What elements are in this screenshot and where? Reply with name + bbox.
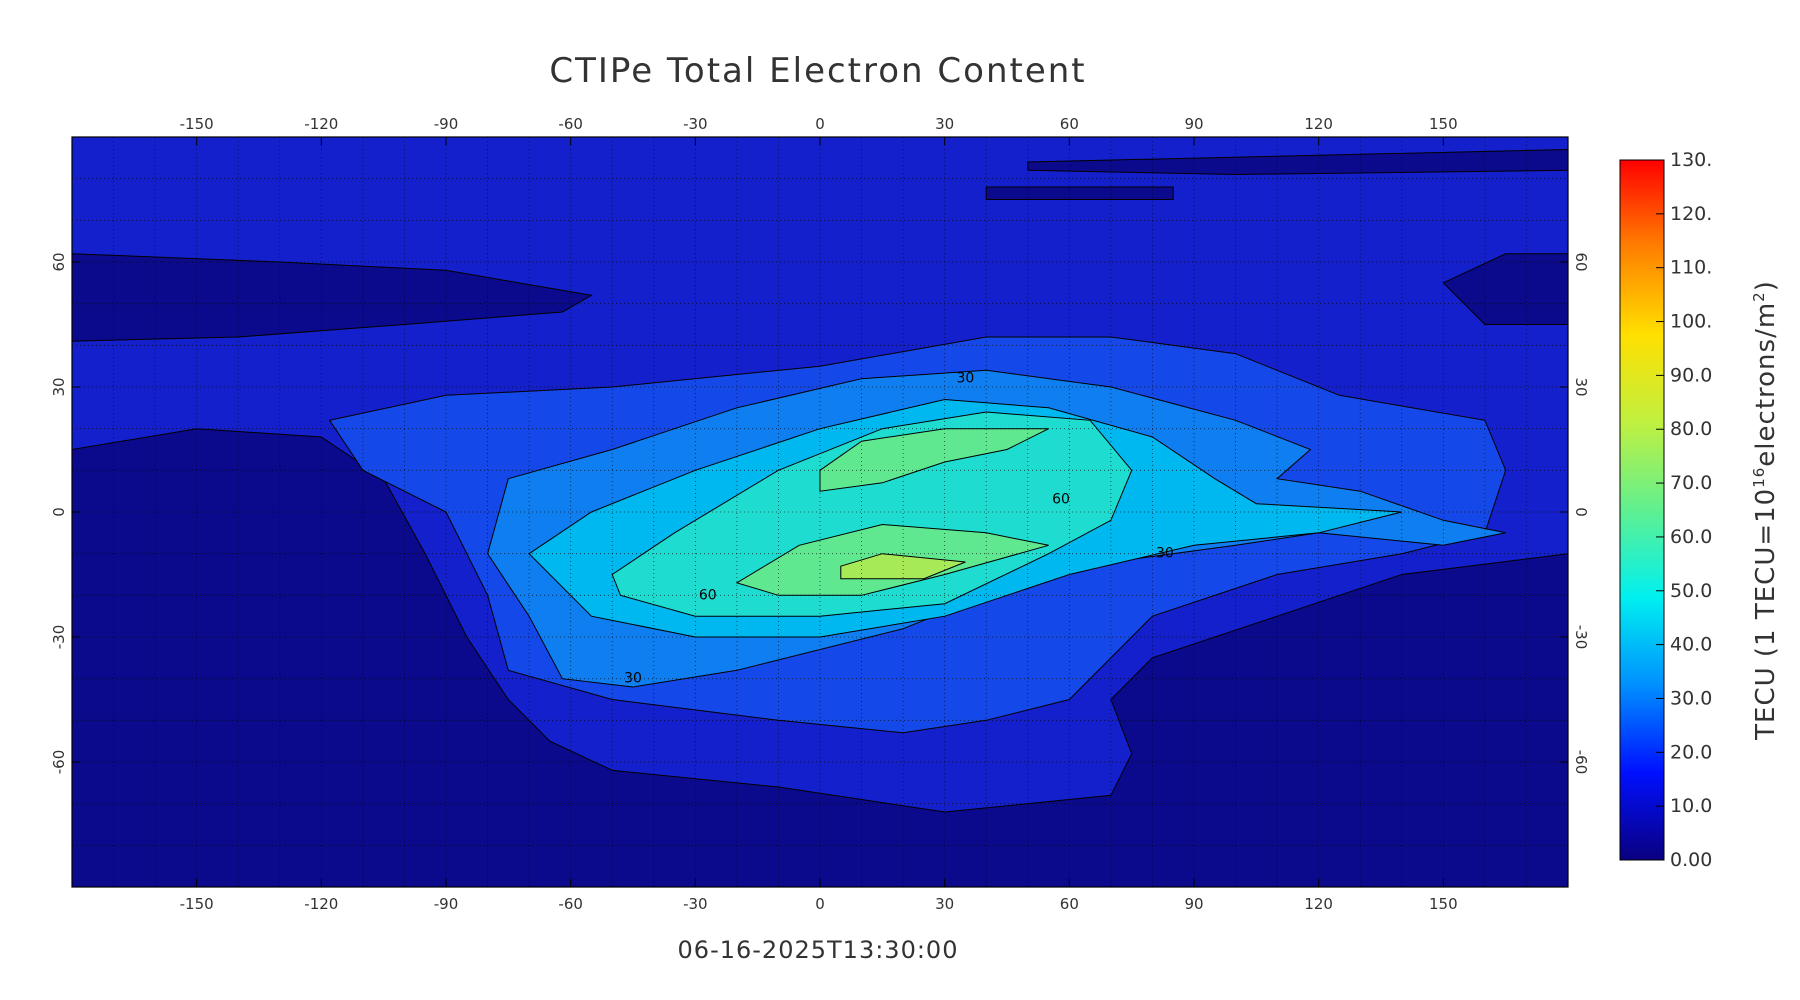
x-tick-label: 60 [1060,115,1079,133]
colorbar-title-part: ) [1751,280,1781,291]
contour-band [985,186,1174,200]
colorbar-tick-label: 100. [1670,311,1712,333]
contour-band [1442,253,1568,325]
colorbar-title-part: electrons/m [1751,302,1781,467]
y-tick-label: -60 [1572,750,1590,775]
x-tick-label: -30 [683,115,708,133]
x-tick-label: 120 [1304,115,1333,133]
y-tick-label: -30 [50,625,68,650]
x-tick-label: -90 [434,895,459,913]
map-overlay: -150 -150 -120 -120 -90 -90 -60 -60 -30 -30 0 0 30 30… [50,115,1781,913]
colorbar-tick-label: 10.0 [1670,795,1712,817]
contour-band [611,411,1133,617]
x-tick-label: 0 [815,115,825,133]
colorbar-tick-label: 50.0 [1670,580,1712,602]
x-tick-label: 60 [1060,895,1079,913]
colorbar-tick-label: 60.0 [1670,526,1712,548]
x-tick-label: -30 [683,895,708,913]
contour-label: 60 [699,587,717,603]
contour-band [72,428,1568,887]
y-tick-label: -30 [1572,625,1590,650]
y-tick-label: 60 [50,252,68,271]
colorbar-title-part: TECU (1 TECU=10 [1751,488,1781,741]
y-tick-label: 60 [1572,252,1590,271]
y-tick-label: 30 [1572,377,1590,396]
colorbar-tick-label: 20.0 [1670,741,1712,763]
x-tick-label: -120 [304,115,338,133]
colorbar-tick-label: 30.0 [1670,687,1712,709]
colorbar-tick-label: 90.0 [1670,364,1712,386]
x-tick-label: -150 [180,115,214,133]
contour-band [819,428,1049,492]
colorbar [1619,159,1665,861]
colorbar-tick-label: 40.0 [1670,634,1712,656]
contour-band [840,553,966,580]
x-tick-label: 150 [1429,115,1458,133]
y-tick-label: -60 [50,750,68,775]
colorbar-tick-label: 80.0 [1670,418,1712,440]
contour-label: 60 [1052,492,1070,508]
colorbar-title-part: 16 [1750,467,1768,488]
x-tick-label: 0 [815,895,825,913]
colorbar-tick-label: 0.00 [1670,849,1712,871]
colorbar-tick-label: 120. [1670,203,1712,225]
x-tick-label: 120 [1304,895,1333,913]
colorbar-tick-label: 110. [1670,257,1712,279]
x-tick-label: -90 [434,115,459,133]
x-tick-label: 30 [935,115,954,133]
contour-label: 30 [957,371,975,387]
contour-band [1027,148,1568,176]
x-tick-label: -150 [180,895,214,913]
y-tick-label: 30 [50,377,68,396]
x-tick-label: 90 [1184,115,1203,133]
x-tick-label: -120 [304,895,338,913]
y-tick-label: 0 [50,507,68,517]
timestamp: 06-16-2025T13:30:00 [678,936,959,964]
colorbar-title-part: 2 [1750,291,1768,302]
colorbar-tick-label: 70.0 [1670,472,1712,494]
x-tick-label: -60 [558,895,583,913]
y-tick-label: 0 [1572,507,1590,517]
x-tick-label: 150 [1429,895,1458,913]
x-tick-label: -60 [558,115,583,133]
x-tick-label: 30 [935,895,954,913]
colorbar-tick-label: 130. [1670,149,1712,171]
colorbar-title: TECU (1 TECU=1016electrons/m2) [1750,280,1781,741]
x-tick-label: 90 [1184,895,1203,913]
contour-band [72,253,593,342]
title: CTIPe Total Electron Content [549,51,1086,91]
